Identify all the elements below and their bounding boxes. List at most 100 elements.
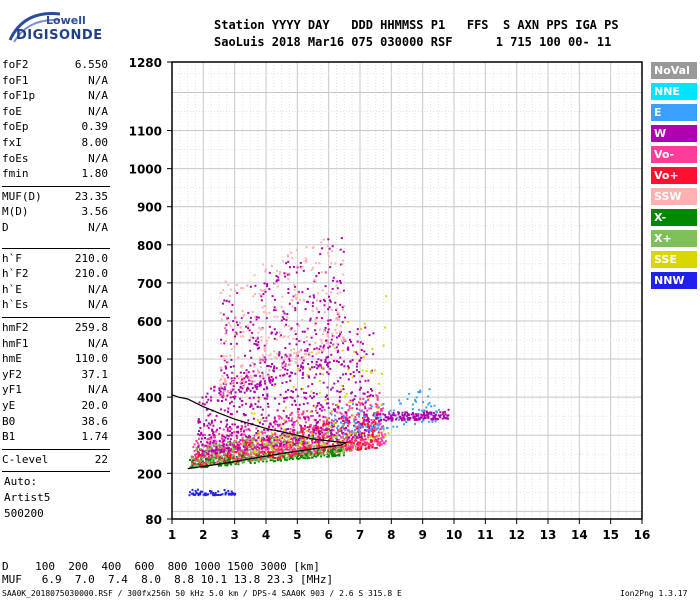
x-tick-label: 12 xyxy=(508,528,525,542)
legend-item-x: X- xyxy=(651,209,697,226)
echo-point xyxy=(419,390,422,393)
echo-point xyxy=(310,410,313,413)
echo-point xyxy=(219,395,222,398)
echo-point xyxy=(328,417,331,420)
echo-point xyxy=(219,493,222,496)
echo-point xyxy=(305,246,308,249)
echo-point xyxy=(190,492,193,495)
echo-point xyxy=(246,386,249,389)
echo-point xyxy=(224,454,227,457)
echo-point xyxy=(222,394,225,397)
echo-point xyxy=(335,309,338,311)
echo-point xyxy=(230,348,233,351)
echo-point xyxy=(218,443,221,446)
echo-point xyxy=(425,414,428,417)
echo-point xyxy=(232,383,235,386)
echo-point xyxy=(317,365,320,368)
echo-point xyxy=(368,396,370,399)
echo-point xyxy=(222,382,225,385)
echo-point xyxy=(391,417,394,420)
echo-point xyxy=(240,455,243,458)
echo-point xyxy=(373,429,376,432)
echo-point xyxy=(305,392,308,394)
echo-point xyxy=(301,330,304,333)
echo-point xyxy=(384,326,386,329)
echo-point xyxy=(351,359,354,362)
echo-point xyxy=(334,329,337,331)
echo-point xyxy=(370,407,373,410)
y-tick-label: 200 xyxy=(137,467,162,481)
echo-point xyxy=(263,420,266,423)
echo-point xyxy=(235,321,238,324)
echo-point xyxy=(366,391,369,394)
echo-point xyxy=(277,456,280,459)
echo-point xyxy=(206,444,209,447)
echo-point xyxy=(257,442,260,445)
echo-point xyxy=(280,356,283,359)
param-name: h`F2 xyxy=(2,267,29,281)
echo-point xyxy=(309,431,312,434)
echo-point xyxy=(284,434,287,437)
echo-point xyxy=(352,444,355,447)
param-name: foF1 xyxy=(2,73,29,87)
echo-point xyxy=(201,396,204,399)
y-tick-label: 1100 xyxy=(129,125,162,139)
echo-point xyxy=(263,350,266,353)
echo-point xyxy=(199,448,202,450)
echo-point xyxy=(271,384,274,386)
echo-point xyxy=(303,396,306,399)
legend-item-w: W xyxy=(651,125,697,142)
echo-point xyxy=(307,385,310,388)
echo-point xyxy=(333,434,336,437)
echo-point xyxy=(260,430,263,433)
echo-point xyxy=(322,436,325,439)
echo-point xyxy=(229,396,232,399)
echo-point xyxy=(403,423,405,426)
echo-point xyxy=(267,336,270,339)
echo-point xyxy=(299,456,302,459)
echo-point xyxy=(314,419,317,422)
echo-point xyxy=(379,443,382,446)
echo-point xyxy=(207,463,210,466)
echo-point xyxy=(357,412,360,414)
echo-point xyxy=(212,456,215,459)
echo-point xyxy=(235,451,238,453)
echo-point xyxy=(265,397,268,400)
echo-point xyxy=(223,435,226,438)
echo-point xyxy=(226,361,229,364)
echo-point xyxy=(326,335,329,338)
echo-point xyxy=(347,378,350,381)
echo-point xyxy=(248,434,251,437)
echo-point xyxy=(316,348,319,351)
echo-point xyxy=(305,340,308,342)
echo-point xyxy=(190,457,193,460)
echo-point xyxy=(220,369,223,372)
echo-point xyxy=(196,452,199,455)
param-row: D N/A xyxy=(2,221,108,237)
echo-point xyxy=(342,451,345,454)
echo-point xyxy=(215,440,218,443)
echo-point xyxy=(307,416,310,419)
echo-point xyxy=(336,403,339,406)
echo-point xyxy=(236,381,238,384)
echo-point xyxy=(330,449,332,452)
echo-point xyxy=(221,395,224,398)
echo-point xyxy=(288,454,291,457)
echo-point xyxy=(219,385,222,388)
echo-point xyxy=(330,429,333,431)
echo-point xyxy=(269,378,272,381)
echo-point xyxy=(341,415,344,418)
echo-point xyxy=(230,442,233,444)
echo-point xyxy=(247,424,250,427)
echo-point xyxy=(385,295,388,298)
echo-point xyxy=(300,267,303,270)
echo-point xyxy=(274,423,277,426)
echo-point xyxy=(215,444,218,447)
echo-point xyxy=(232,454,235,456)
echo-point xyxy=(408,417,411,420)
echo-point xyxy=(332,335,335,338)
echo-point xyxy=(212,431,215,434)
param-row: foF2 6.550 xyxy=(2,58,108,74)
echo-point xyxy=(306,348,309,350)
echo-point xyxy=(308,376,310,379)
